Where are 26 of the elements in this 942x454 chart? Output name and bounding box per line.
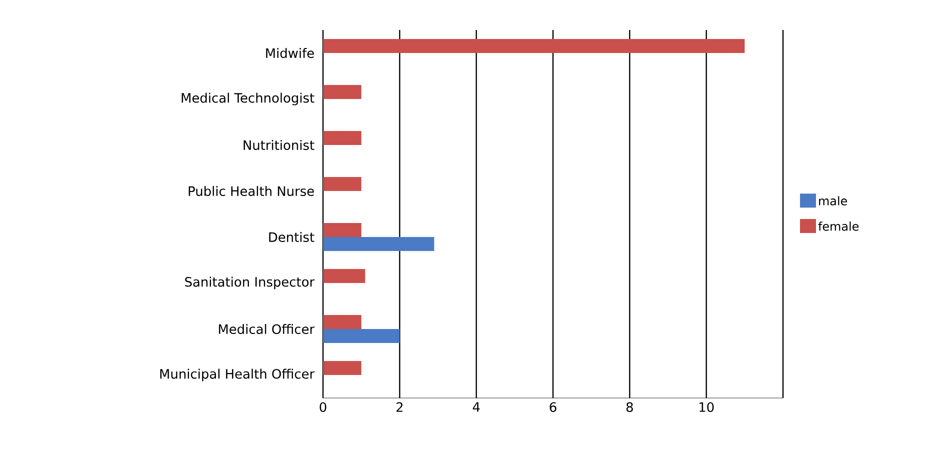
y-tick-label: Nutritionist	[244, 140, 314, 150]
bar	[323, 315, 362, 330]
bar	[323, 39, 745, 54]
y-tick-label: Midwife	[266, 48, 314, 58]
x-tick-label: 8	[626, 402, 633, 412]
y-tick-label: Medical Officer	[218, 324, 315, 334]
x-tick-label: 6	[550, 402, 556, 412]
legend-label: female	[818, 222, 859, 231]
bar	[323, 329, 400, 344]
bar	[323, 237, 434, 252]
bar	[323, 177, 362, 192]
x-tick-label: 4	[472, 402, 480, 412]
bar	[323, 131, 362, 146]
y-tick-label: Medical Technologist	[182, 92, 314, 106]
legend-label: male	[819, 196, 848, 206]
bar	[323, 361, 362, 376]
bar	[323, 85, 362, 100]
y-tick-label: Municipal Health Officer	[160, 368, 315, 382]
y-tick-label: Dentist	[269, 232, 314, 242]
y-tick-label: Sanitation Inspector	[185, 276, 315, 290]
bar	[323, 269, 366, 284]
x-tick-label: 10	[700, 402, 714, 412]
x-tick-label: 2	[396, 402, 402, 412]
bar	[323, 223, 362, 238]
x-tick-label: 0	[320, 402, 326, 412]
y-tick-label: Public Health Nurse	[188, 186, 314, 196]
